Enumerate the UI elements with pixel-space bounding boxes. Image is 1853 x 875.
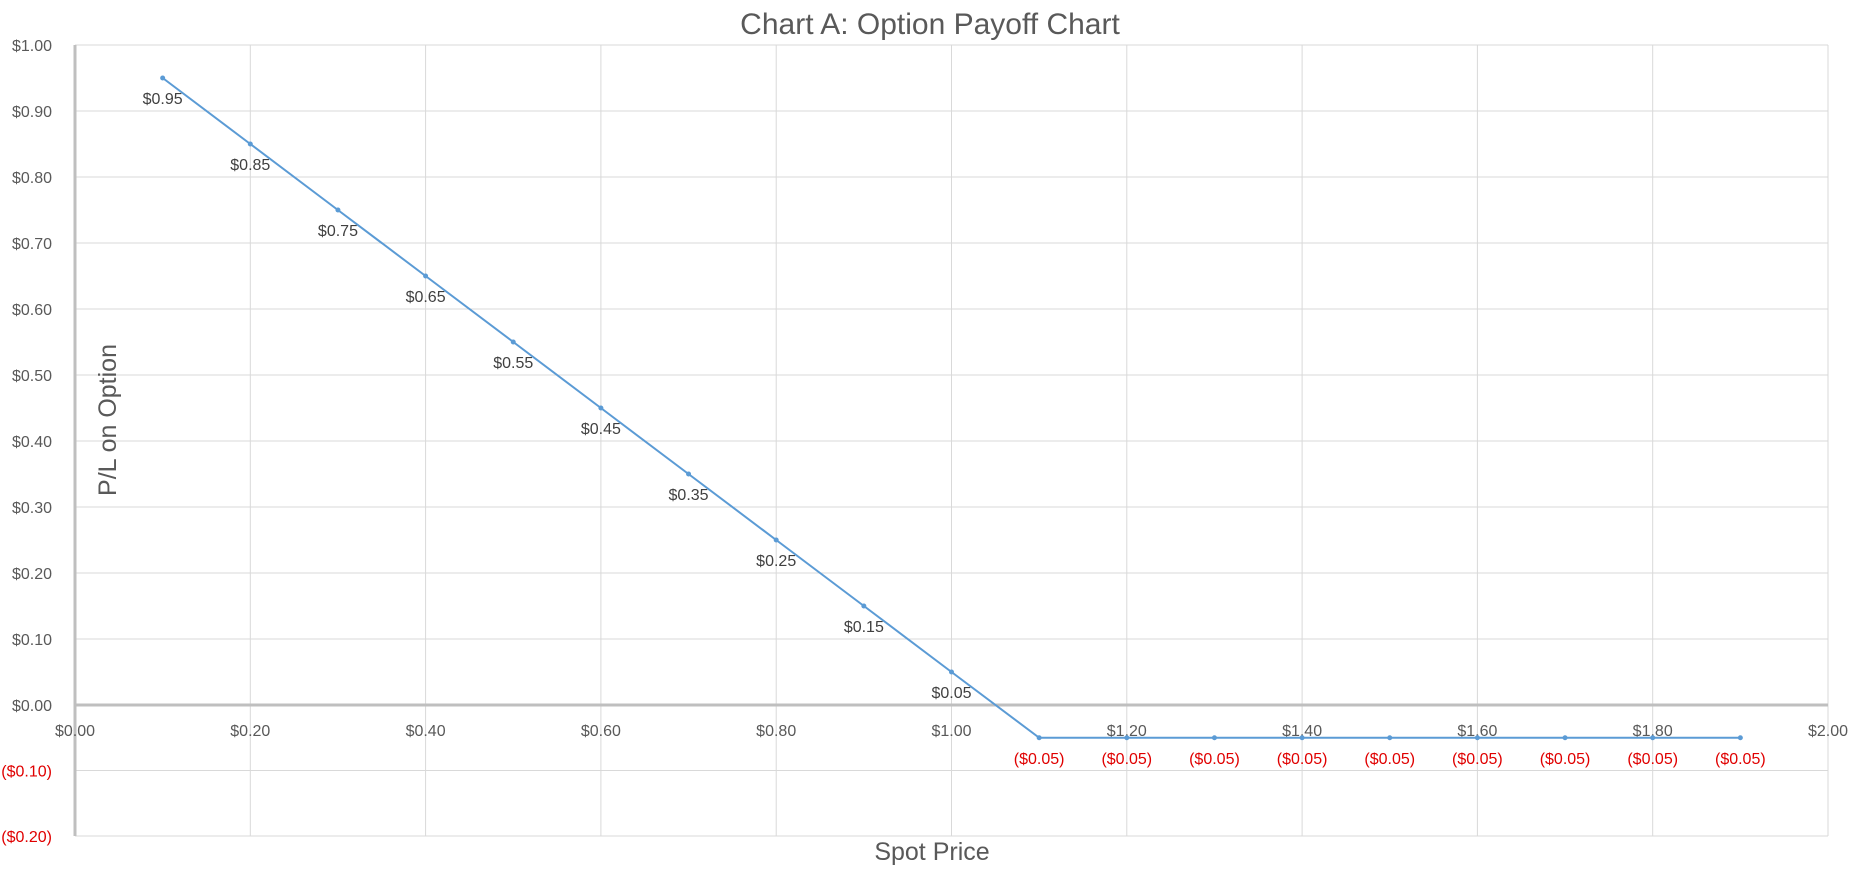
data-point [1562,735,1568,741]
data-label: ($0.05) [1101,751,1152,768]
data-point [1737,735,1743,741]
x-tick-label: $1.00 [931,723,971,740]
y-tick-label: $1.00 [12,38,52,55]
data-label: $0.35 [669,487,709,504]
y-tick-label: $0.90 [12,104,52,121]
x-tick-label: $1.60 [1457,723,1497,740]
data-label: ($0.05) [1364,751,1415,768]
data-point [1124,735,1130,741]
data-point [686,471,692,477]
y-tick-label: $0.60 [12,302,52,319]
data-label: $0.75 [318,223,358,240]
x-tick-label: $0.20 [230,723,270,740]
data-point [949,669,954,675]
y-tick-label: $0.30 [12,500,52,517]
data-point [247,141,253,147]
x-tick-label: $0.00 [55,723,95,740]
x-tick-label: $1.80 [1633,723,1673,740]
data-label: $0.95 [143,91,183,108]
data-label: ($0.05) [1189,751,1240,768]
data-label: ($0.05) [1540,751,1591,768]
y-axis-title: P/L on Option [94,344,122,496]
y-tick-label: $0.80 [12,170,52,187]
x-axis-title: Spot Price [874,838,989,866]
data-label: ($0.05) [1014,751,1065,768]
data-point [1036,735,1042,741]
data-point [1650,735,1656,741]
x-tick-label: $0.80 [756,723,796,740]
data-point [1387,735,1393,741]
data-label: $0.25 [756,553,796,570]
y-tick-label: ($0.20) [1,829,52,846]
data-label: $0.15 [844,619,884,636]
y-tick-label: $0.70 [12,236,52,253]
y-tick-label: $0.50 [12,368,52,385]
series [160,75,1743,741]
data-labels: $0.95 $0.85 $0.75 $0.65 $0.55 $0.45 $0.35 $0.25… [143,91,1766,768]
y-tick-label: $0.40 [12,434,52,451]
data-point [598,405,604,411]
data-point [1211,735,1217,741]
data-point [1299,735,1305,741]
x-tick-label: $1.40 [1282,723,1322,740]
data-label: $0.55 [493,355,533,372]
data-label: ($0.05) [1277,751,1328,768]
x-tick-label: $2.00 [1808,723,1848,740]
data-label: ($0.05) [1627,751,1678,768]
y-tick-label: $0.20 [12,566,52,583]
axes [73,45,1828,836]
data-point [423,273,429,279]
y-tick-label: ($0.10) [1,764,52,781]
x-tick-label: $0.40 [406,723,446,740]
y-tick-label: $0.10 [12,632,52,649]
x-tick-label: $0.60 [581,723,621,740]
data-point [861,603,867,609]
data-point [160,75,166,81]
tick-labels: $1.00 $0.90 $0.80 $0.70 $0.60 $0.50 $0.40 $0.30… [1,38,1848,846]
chart-title: Chart A: Option Payoff Chart [740,8,1120,41]
data-label: $0.85 [230,157,270,174]
data-label: $0.05 [931,685,971,702]
y-tick-label: $0.00 [12,698,52,715]
data-label: ($0.05) [1715,751,1766,768]
data-label: $0.65 [406,289,446,306]
data-label: $0.45 [581,421,621,438]
data-point [773,537,779,543]
data-point [335,207,341,213]
data-label: ($0.05) [1452,751,1503,768]
data-point [1474,735,1480,741]
x-tick-label: $1.20 [1107,723,1147,740]
data-point [510,339,516,345]
